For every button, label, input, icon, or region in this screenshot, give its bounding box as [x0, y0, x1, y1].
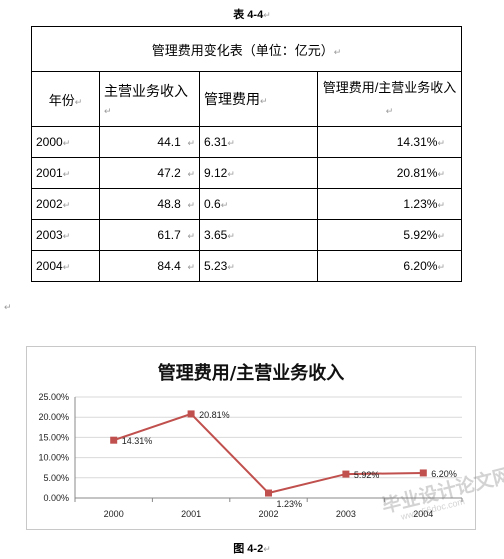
data-label: 20.81%	[199, 410, 230, 420]
expense-table: 管理费用变化表（单位：亿元）↵ 年份↵ 主营业务收入↵ 管理费用↵ 管理费用/主…	[31, 26, 462, 282]
cell-year: 2002↵	[31, 188, 100, 220]
data-point	[265, 489, 272, 497]
data-label: 1.23%	[277, 499, 303, 509]
y-tick-label: 20.00%	[38, 412, 69, 422]
figure-caption: 图 4-2↵	[233, 543, 271, 555]
cell-year: 2000↵	[31, 126, 100, 158]
y-tick-label: 10.00%	[38, 453, 69, 463]
chart-area: 管理费用/主营业务收入 0.00% 5.00% 10.00% 15.00% 20.00%…	[26, 346, 476, 530]
y-tick-label: 5.00%	[43, 473, 69, 483]
cell-year: 2003↵	[31, 219, 100, 251]
y-tick-label: 25.00%	[38, 392, 69, 402]
line-chart: 0.00% 5.00% 10.00% 15.00% 20.00% 25.00% 2000 20…	[38, 392, 463, 519]
cell-expense: 6.31↵	[199, 126, 318, 158]
cell-revenue: 47.2 ↵	[99, 157, 200, 189]
data-point	[342, 470, 350, 478]
cell-year: 2001↵	[31, 157, 100, 189]
data-label: 6.20%	[431, 469, 457, 479]
x-tick-label: 2000	[104, 509, 124, 519]
header-revenue: 主营业务收入↵	[99, 71, 200, 127]
table-title: 管理费用变化表（单位：亿元）↵	[31, 26, 462, 72]
y-tick-label: 15.00%	[38, 432, 69, 442]
y-tick-label: 0.00%	[43, 493, 69, 503]
paragraph-mark: ↵	[4, 302, 12, 312]
x-tick-label: 2001	[181, 509, 201, 519]
cell-ratio: 5.92%↵	[317, 219, 462, 251]
series-line	[113, 412, 424, 495]
x-tick-label: 2002	[258, 509, 278, 519]
table-row: 2004↵ 84.4 ↵ 5.23↵ 6.20%↵	[31, 250, 462, 282]
header-ratio: 管理费用/主营业务收入↵	[317, 71, 462, 127]
cell-revenue: 84.4 ↵	[99, 250, 200, 282]
table-header-row: 年份↵ 主营业务收入↵ 管理费用↵ 管理费用/主营业务收入↵	[31, 71, 462, 127]
header-year: 年份↵	[31, 71, 100, 127]
table-row: 2001↵ 47.2 ↵ 9.12↵ 20.81%↵	[31, 157, 462, 189]
cell-ratio: 6.20%↵	[317, 250, 462, 282]
cell-ratio: 1.23%↵	[317, 188, 462, 220]
cell-revenue: 61.7 ↵	[99, 219, 200, 251]
cell-revenue: 44.1 ↵	[99, 126, 200, 158]
cell-expense: 5.23↵	[199, 250, 318, 282]
data-point	[187, 410, 195, 418]
chart-title: 管理费用/主营业务收入	[157, 363, 345, 384]
data-label: 14.31%	[122, 436, 153, 446]
x-tick-label: 2004	[413, 509, 433, 519]
cell-ratio: 14.31%↵	[317, 126, 462, 158]
cell-expense: 9.12↵	[199, 157, 318, 189]
cell-expense: 3.65↵	[199, 219, 318, 251]
x-tick-label: 2003	[336, 509, 356, 519]
data-label: 5.92%	[354, 470, 380, 480]
header-expense: 管理费用↵	[199, 71, 318, 127]
table-row: 2002↵ 48.8 ↵ 0.6↵ 1.23%↵	[31, 188, 462, 220]
table-row: 2000↵ 44.1 ↵ 6.31↵ 14.31%↵	[31, 126, 462, 158]
cell-year: 2004↵	[31, 250, 100, 282]
data-point	[110, 436, 118, 444]
cell-expense: 0.6↵	[199, 188, 318, 220]
table-row: 2003↵ 61.7 ↵ 3.65↵ 5.92%↵	[31, 219, 462, 251]
table-caption: 表 4-4↵	[233, 9, 271, 21]
cell-revenue: 48.8 ↵	[99, 188, 200, 220]
cell-ratio: 20.81%↵	[317, 157, 462, 189]
data-point	[419, 469, 427, 477]
